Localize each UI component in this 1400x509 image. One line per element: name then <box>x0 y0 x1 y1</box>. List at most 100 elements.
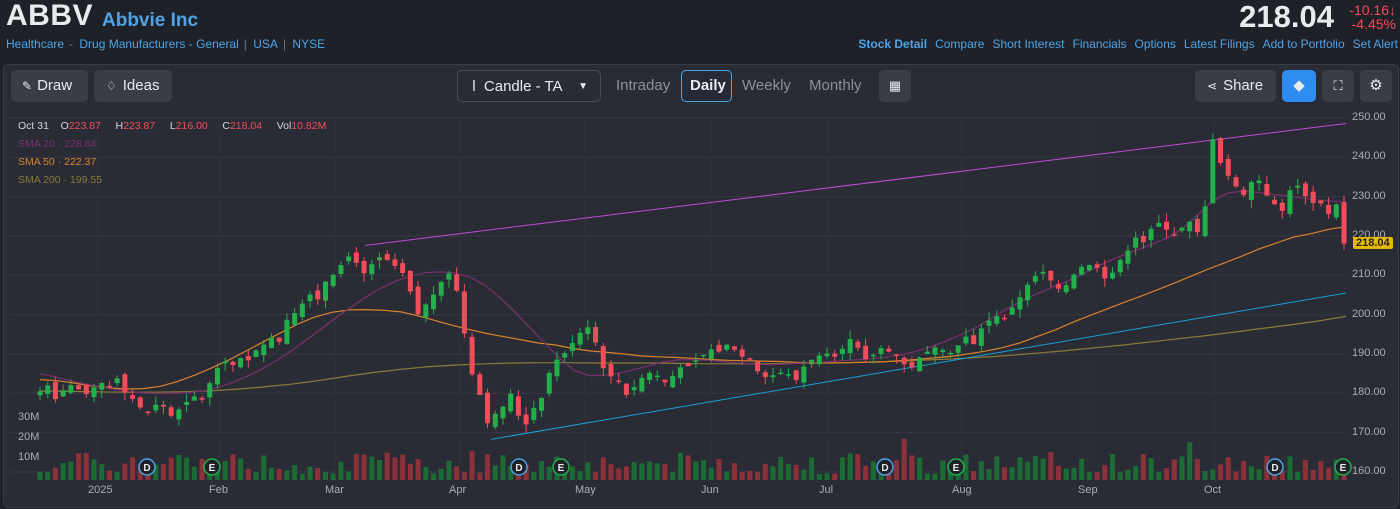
volume-bar <box>1156 471 1162 480</box>
volume-bar <box>616 468 622 480</box>
tab-intraday[interactable]: Intraday <box>616 77 671 94</box>
volume-bar <box>747 470 753 480</box>
last-price-tag: 218.04 <box>1353 237 1393 249</box>
y-tick-label: 180.00 <box>1352 386 1386 399</box>
volume-bar <box>176 455 182 480</box>
candle <box>569 342 575 352</box>
candle <box>593 326 599 343</box>
candle <box>214 368 220 385</box>
volume-bar <box>1248 466 1254 480</box>
chevron-down-icon: ▼ <box>578 81 588 92</box>
link-short-interest[interactable]: Short Interest <box>992 37 1065 51</box>
candle <box>731 346 737 350</box>
volume-bar <box>454 466 460 480</box>
volume-tick: 10M <box>18 451 40 463</box>
candle <box>677 367 683 378</box>
dividend-marker <box>138 458 156 476</box>
tab-monthly[interactable]: Monthly <box>809 77 862 94</box>
volume-bar <box>755 471 761 480</box>
tab-weekly[interactable]: Weekly <box>742 77 791 94</box>
x-tick-label: Aug <box>952 484 972 496</box>
volume-bar <box>461 472 467 480</box>
candle <box>724 344 730 350</box>
link-financials[interactable]: Financials <box>1072 37 1127 51</box>
earnings-marker <box>552 458 570 476</box>
candle <box>307 294 313 302</box>
link-options[interactable]: Options <box>1134 37 1176 51</box>
volume-bar <box>639 463 645 480</box>
candle <box>76 385 82 390</box>
legend-sma200: SMA 200 · 199.55 <box>18 174 103 186</box>
candle <box>1318 200 1324 204</box>
volume-bar <box>130 457 136 480</box>
candle <box>322 281 328 301</box>
link-set-alert[interactable]: Set Alert <box>1352 37 1398 51</box>
breadcrumb: Healthcare - Drug Manufacturers - General… <box>6 37 327 51</box>
candle <box>994 316 1000 324</box>
event-label: E <box>953 463 960 474</box>
chart-type-select[interactable]: ǀ Candle - TA ▼ <box>457 70 601 102</box>
crumb-exchange[interactable]: NYSE <box>292 37 326 51</box>
dividend-marker <box>1266 458 1284 476</box>
candle <box>446 273 452 280</box>
volume-bar <box>276 468 282 480</box>
link-latest-filings[interactable]: Latest Filings <box>1183 37 1255 51</box>
volume-bar <box>670 472 676 480</box>
draw-button[interactable]: ✎ Draw <box>11 70 88 102</box>
volume-bar <box>1302 459 1308 480</box>
volume-bar <box>485 454 491 480</box>
volume-bar <box>593 472 599 480</box>
volume-bar <box>1171 459 1177 480</box>
volume-bar <box>963 454 969 480</box>
tab-daily[interactable]: Daily <box>681 70 732 102</box>
candle <box>708 349 714 360</box>
fullscreen-button[interactable]: ⛶ <box>1322 70 1354 102</box>
volume-bar <box>261 455 267 480</box>
volume-bar <box>1241 460 1247 480</box>
x-tick-label: Sep <box>1078 484 1098 496</box>
premium-button[interactable]: ◆ <box>1282 70 1316 102</box>
volume-bar <box>431 473 437 480</box>
event-label: E <box>209 463 216 474</box>
pencil-icon: ✎ <box>22 79 33 93</box>
crumb-industry[interactable]: Drug Manufacturers - General <box>79 37 239 51</box>
volume-bar <box>315 468 321 480</box>
link-add-portfolio[interactable]: Add to Portfolio <box>1262 37 1345 51</box>
volume-bar <box>893 460 899 480</box>
crumb-sector[interactable]: Healthcare <box>6 37 65 51</box>
ideas-button[interactable]: ♢ Ideas <box>94 70 172 102</box>
candle <box>585 327 591 334</box>
volume-bar <box>947 471 953 480</box>
candle <box>639 377 645 392</box>
grid <box>10 117 1346 473</box>
volume-bar <box>662 463 668 480</box>
volume-bar <box>307 466 313 480</box>
trend-lines <box>364 123 1347 440</box>
candle <box>1210 139 1216 204</box>
volume-bar <box>523 465 529 480</box>
volume-bar <box>847 453 853 480</box>
candle <box>160 404 166 407</box>
share-button[interactable]: ⋖ Share <box>1195 70 1276 102</box>
link-stock-detail[interactable]: Stock Detail <box>858 37 928 51</box>
crumb-country[interactable]: USA <box>253 37 278 51</box>
volume-bar <box>600 457 606 480</box>
x-tick-label: 2025 <box>88 484 113 496</box>
candle <box>137 397 143 408</box>
crumb-separator: - <box>69 37 74 51</box>
fullscreen-icon: ⛶ <box>1333 78 1343 93</box>
candle <box>122 374 128 393</box>
volume-bar <box>770 466 776 480</box>
candle <box>670 376 676 388</box>
calendar-button[interactable]: ▦ <box>879 70 911 102</box>
link-compare[interactable]: Compare <box>935 37 985 51</box>
settings-button[interactable]: ⚙ <box>1360 70 1392 102</box>
candle <box>106 385 112 388</box>
ohlc-legend: Oct 31 O223.87 H223.87 L216.00 C218.04 V… <box>18 120 326 132</box>
company-name[interactable]: Abbvie Inc <box>102 10 199 31</box>
candle <box>1125 250 1131 264</box>
earnings-marker <box>1334 458 1352 476</box>
volume-bar <box>870 461 876 480</box>
